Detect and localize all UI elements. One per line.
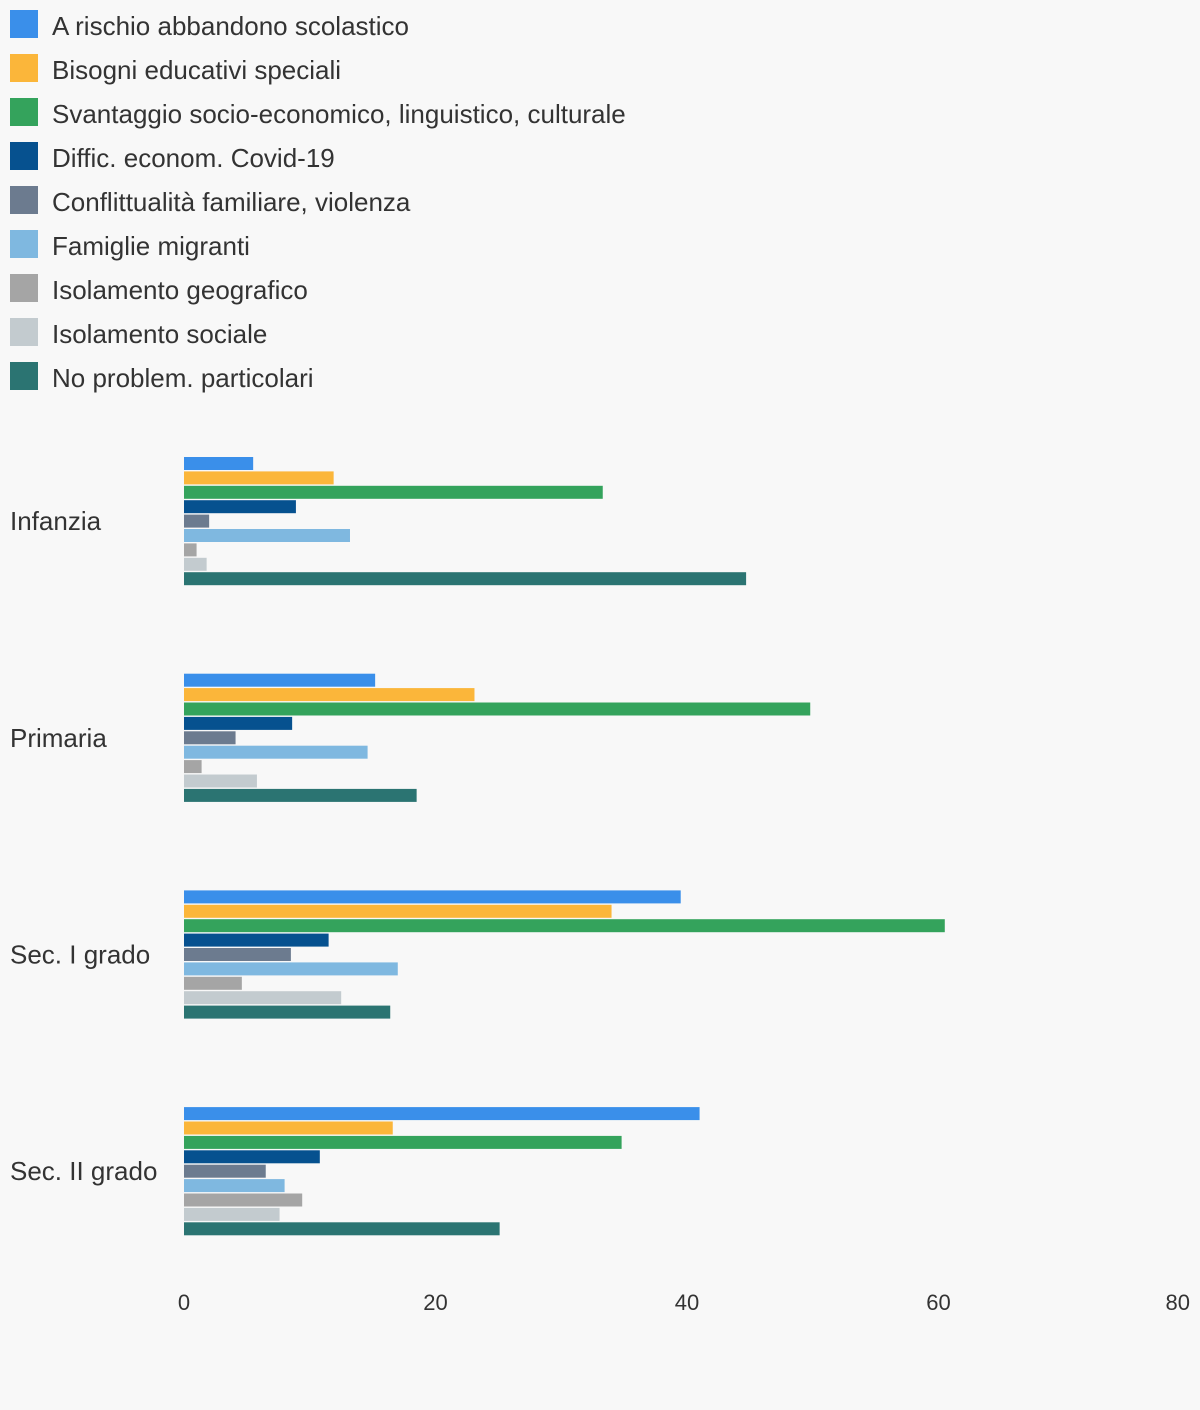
legend-label: A rischio abbandono scolastico — [52, 11, 410, 41]
bar[interactable] — [184, 514, 210, 528]
legend-swatch — [10, 10, 38, 38]
legend-swatch — [10, 274, 38, 302]
legend-label: Diffic. econom. Covid-19 — [52, 143, 335, 173]
bar[interactable] — [184, 991, 342, 1005]
category-label: Sec. II grado — [10, 1156, 157, 1186]
legend-label: Conflittualità familiare, violenza — [52, 187, 411, 217]
bar[interactable] — [184, 543, 197, 557]
x-tick-label: 0 — [178, 1290, 190, 1315]
category-label: Sec. I grado — [10, 940, 150, 970]
bar[interactable] — [184, 890, 681, 904]
x-tick-label: 60 — [926, 1290, 950, 1315]
bar[interactable] — [184, 731, 236, 745]
bar[interactable] — [184, 572, 747, 586]
category-label: Primaria — [10, 723, 107, 753]
legend-swatch — [10, 362, 38, 390]
x-tick-label: 20 — [423, 1290, 447, 1315]
legend-swatch — [10, 98, 38, 126]
legend-swatch — [10, 186, 38, 214]
legend-label: No problem. particolari — [52, 363, 314, 393]
bar[interactable] — [184, 1164, 266, 1178]
bar[interactable] — [184, 485, 603, 499]
bar[interactable] — [184, 1222, 500, 1236]
bar[interactable] — [184, 1193, 303, 1207]
bar[interactable] — [184, 457, 254, 470]
bar[interactable] — [184, 702, 811, 716]
legend-label: Bisogni educativi speciali — [52, 55, 342, 85]
bar[interactable] — [184, 471, 334, 485]
bar[interactable] — [184, 557, 207, 571]
bar[interactable] — [184, 919, 945, 933]
bar[interactable] — [184, 745, 368, 759]
legend-swatch — [10, 318, 38, 346]
bar[interactable] — [184, 1005, 391, 1019]
bar[interactable] — [184, 976, 242, 990]
bar[interactable] — [184, 673, 376, 687]
legend-swatch — [10, 230, 38, 258]
bar[interactable] — [184, 774, 257, 788]
bar[interactable] — [184, 1121, 393, 1135]
bar[interactable] — [184, 716, 293, 730]
legend-swatch — [10, 142, 38, 170]
bar[interactable] — [184, 933, 329, 947]
bar[interactable] — [184, 500, 296, 514]
bar[interactable] — [184, 529, 350, 542]
bar[interactable] — [184, 1150, 320, 1164]
legend-label: Isolamento geografico — [52, 275, 308, 305]
x-tick-label: 80 — [1166, 1290, 1190, 1315]
bar[interactable] — [184, 948, 291, 961]
legend-label: Svantaggio socio-economico, linguistico,… — [52, 99, 626, 129]
bar[interactable] — [184, 962, 398, 976]
legend-label: Isolamento sociale — [52, 319, 268, 349]
bar[interactable] — [184, 688, 475, 702]
bar[interactable] — [184, 760, 202, 774]
bar[interactable] — [184, 788, 417, 802]
legend-swatch — [10, 54, 38, 82]
bar[interactable] — [184, 1135, 622, 1149]
bar[interactable] — [184, 1107, 700, 1121]
bar[interactable] — [184, 904, 612, 918]
legend-label: Famiglie migranti — [52, 231, 250, 261]
category-label: Infanzia — [10, 506, 102, 536]
x-tick-label: 40 — [675, 1290, 699, 1315]
bar[interactable] — [184, 1207, 280, 1221]
bar[interactable] — [184, 1179, 285, 1193]
